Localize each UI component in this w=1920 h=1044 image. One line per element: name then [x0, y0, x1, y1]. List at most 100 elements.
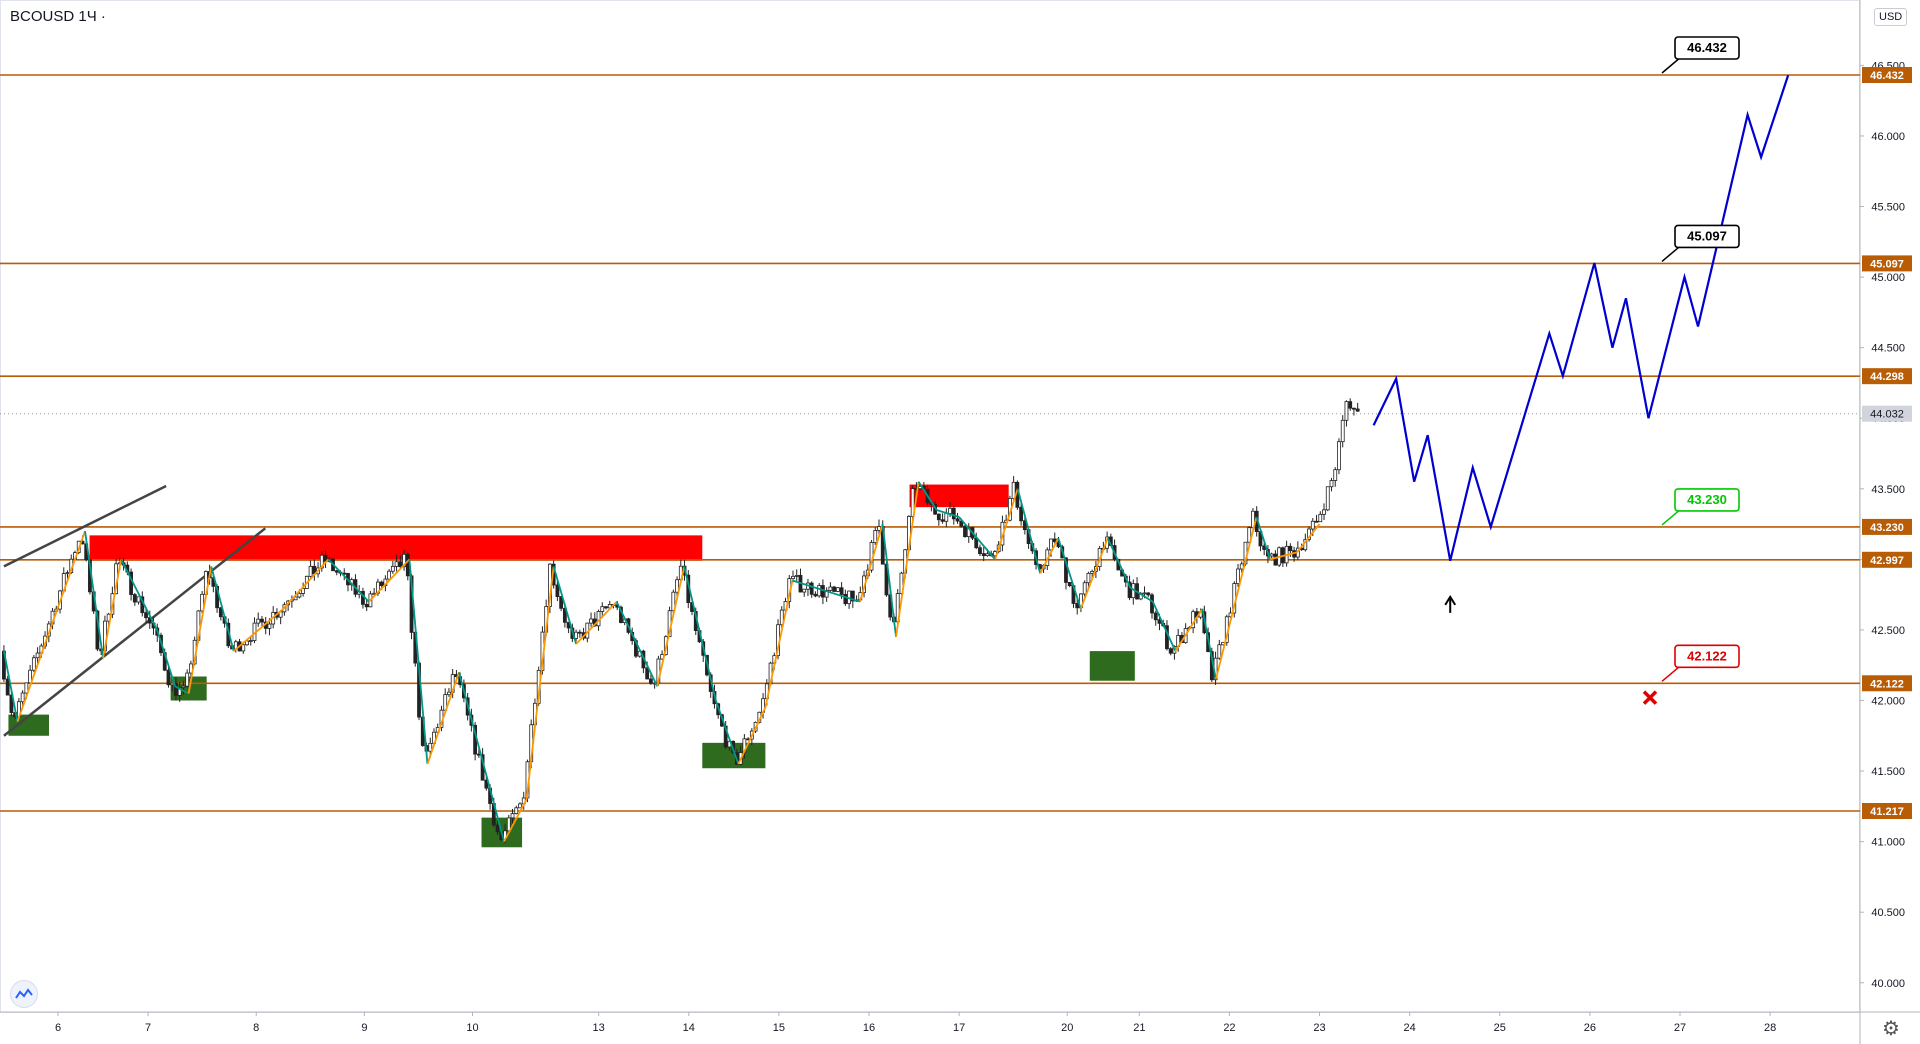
candle-body	[1142, 592, 1147, 595]
candle-body	[1064, 557, 1068, 583]
candle-body	[1082, 582, 1087, 595]
x-tick-label: 28	[1764, 1022, 1776, 1034]
stop-marker-icon	[1642, 690, 1658, 705]
candle-body	[241, 644, 246, 652]
wave-segment	[426, 671, 460, 765]
x-tick-label: 7	[145, 1022, 151, 1034]
y-tick-label: 43.500	[1871, 484, 1905, 496]
level-price-tag	[1862, 67, 1912, 83]
candle-body	[293, 596, 298, 601]
candle-body	[1288, 545, 1293, 552]
candle-body	[506, 817, 511, 832]
candle-body	[940, 519, 945, 522]
candle-body	[1049, 538, 1053, 551]
wave-segment	[1174, 608, 1204, 652]
candle-body	[1348, 401, 1353, 409]
wave-segment	[994, 488, 1019, 560]
candle-body	[390, 565, 395, 572]
symbol-name: BCOUSD	[10, 8, 75, 25]
candle-body	[1352, 407, 1356, 410]
candle-body	[850, 590, 855, 602]
candle-body	[1067, 582, 1072, 587]
candle-body	[387, 570, 392, 580]
candle-body	[9, 694, 14, 713]
candles-group	[2, 398, 1360, 844]
symbol-title[interactable]: BCOUSD 1Ч ·	[10, 8, 106, 25]
wave-segment	[84, 531, 104, 659]
candle-body	[955, 518, 960, 522]
x-tick-label: 14	[683, 1022, 695, 1034]
supply-zone	[909, 484, 1009, 508]
level-price-tag	[1862, 803, 1912, 819]
candle-body	[510, 813, 515, 819]
candle-body	[978, 547, 982, 555]
candle-body	[1168, 648, 1173, 654]
candle-body	[245, 640, 249, 646]
wave-segment	[187, 566, 213, 694]
candle-body	[1333, 469, 1338, 481]
signal-arrow-icon	[1444, 594, 1457, 606]
current-price-tag	[1862, 405, 1912, 422]
y-tick-label: 45.000	[1871, 272, 1905, 284]
level-price-tag	[1862, 675, 1912, 692]
demand-zone	[8, 714, 49, 736]
candle-body	[301, 588, 306, 594]
candle-body	[5, 678, 10, 696]
candle-body	[604, 606, 608, 609]
timeframe-label: 1Ч	[78, 8, 97, 25]
wave-segment	[737, 707, 767, 765]
candle-body	[817, 585, 822, 597]
x-tick-label: 22	[1223, 1022, 1235, 1034]
tradingview-logo-icon[interactable]	[10, 980, 38, 1008]
level-price-tag-label: 42.997	[1870, 555, 1904, 567]
candle-body	[948, 507, 952, 514]
wave-segment	[917, 481, 938, 511]
candle-body	[828, 586, 833, 591]
settings-gear-icon[interactable]: ⚙	[1882, 1018, 1900, 1040]
candle-body	[1090, 570, 1095, 574]
candle-body	[185, 672, 190, 687]
level-price-tag-label: 46.432	[1870, 70, 1904, 82]
y-tick-label: 45.500	[1871, 202, 1905, 214]
candle-body	[447, 691, 451, 696]
callout-box	[1674, 224, 1740, 249]
candle-body	[132, 594, 137, 603]
candle-body	[1086, 572, 1091, 584]
wave-segment	[525, 566, 555, 800]
candle-body	[1329, 480, 1334, 488]
candle-body	[1318, 513, 1323, 523]
callout-box	[1674, 488, 1740, 512]
candle-body	[779, 609, 784, 626]
wave-segment	[210, 566, 235, 652]
callout-label: 42.122	[1687, 648, 1727, 663]
candle-body	[675, 579, 679, 593]
candle-body	[65, 572, 70, 575]
level-price-tag	[1862, 368, 1912, 385]
currency-button[interactable]: USD	[1874, 8, 1908, 26]
candle-body	[839, 587, 844, 595]
candle-body	[218, 607, 223, 618]
candle-body	[405, 553, 410, 577]
candle-body	[1325, 486, 1330, 511]
level-price-tag-label: 43.230	[1870, 522, 1904, 534]
candle-body	[1146, 592, 1151, 596]
candle-body	[200, 593, 205, 612]
x-tick-label: 27	[1674, 1022, 1686, 1034]
candle-body	[518, 803, 522, 809]
wave-segment	[102, 559, 122, 659]
candle-body	[35, 652, 40, 659]
level-price-tag	[1862, 551, 1912, 568]
wave-segment	[1215, 516, 1258, 680]
candle-body	[1019, 506, 1024, 522]
wave-segment	[233, 608, 284, 652]
trendline	[3, 484, 167, 568]
wave-segment	[282, 558, 329, 610]
candle-body	[835, 587, 840, 592]
y-tick-label: 46.000	[1871, 131, 1905, 143]
wave-segment	[368, 558, 411, 603]
candle-body	[144, 612, 148, 619]
candle-body	[1355, 408, 1360, 412]
wave-segment	[552, 566, 578, 645]
wave-segment	[1201, 608, 1217, 680]
